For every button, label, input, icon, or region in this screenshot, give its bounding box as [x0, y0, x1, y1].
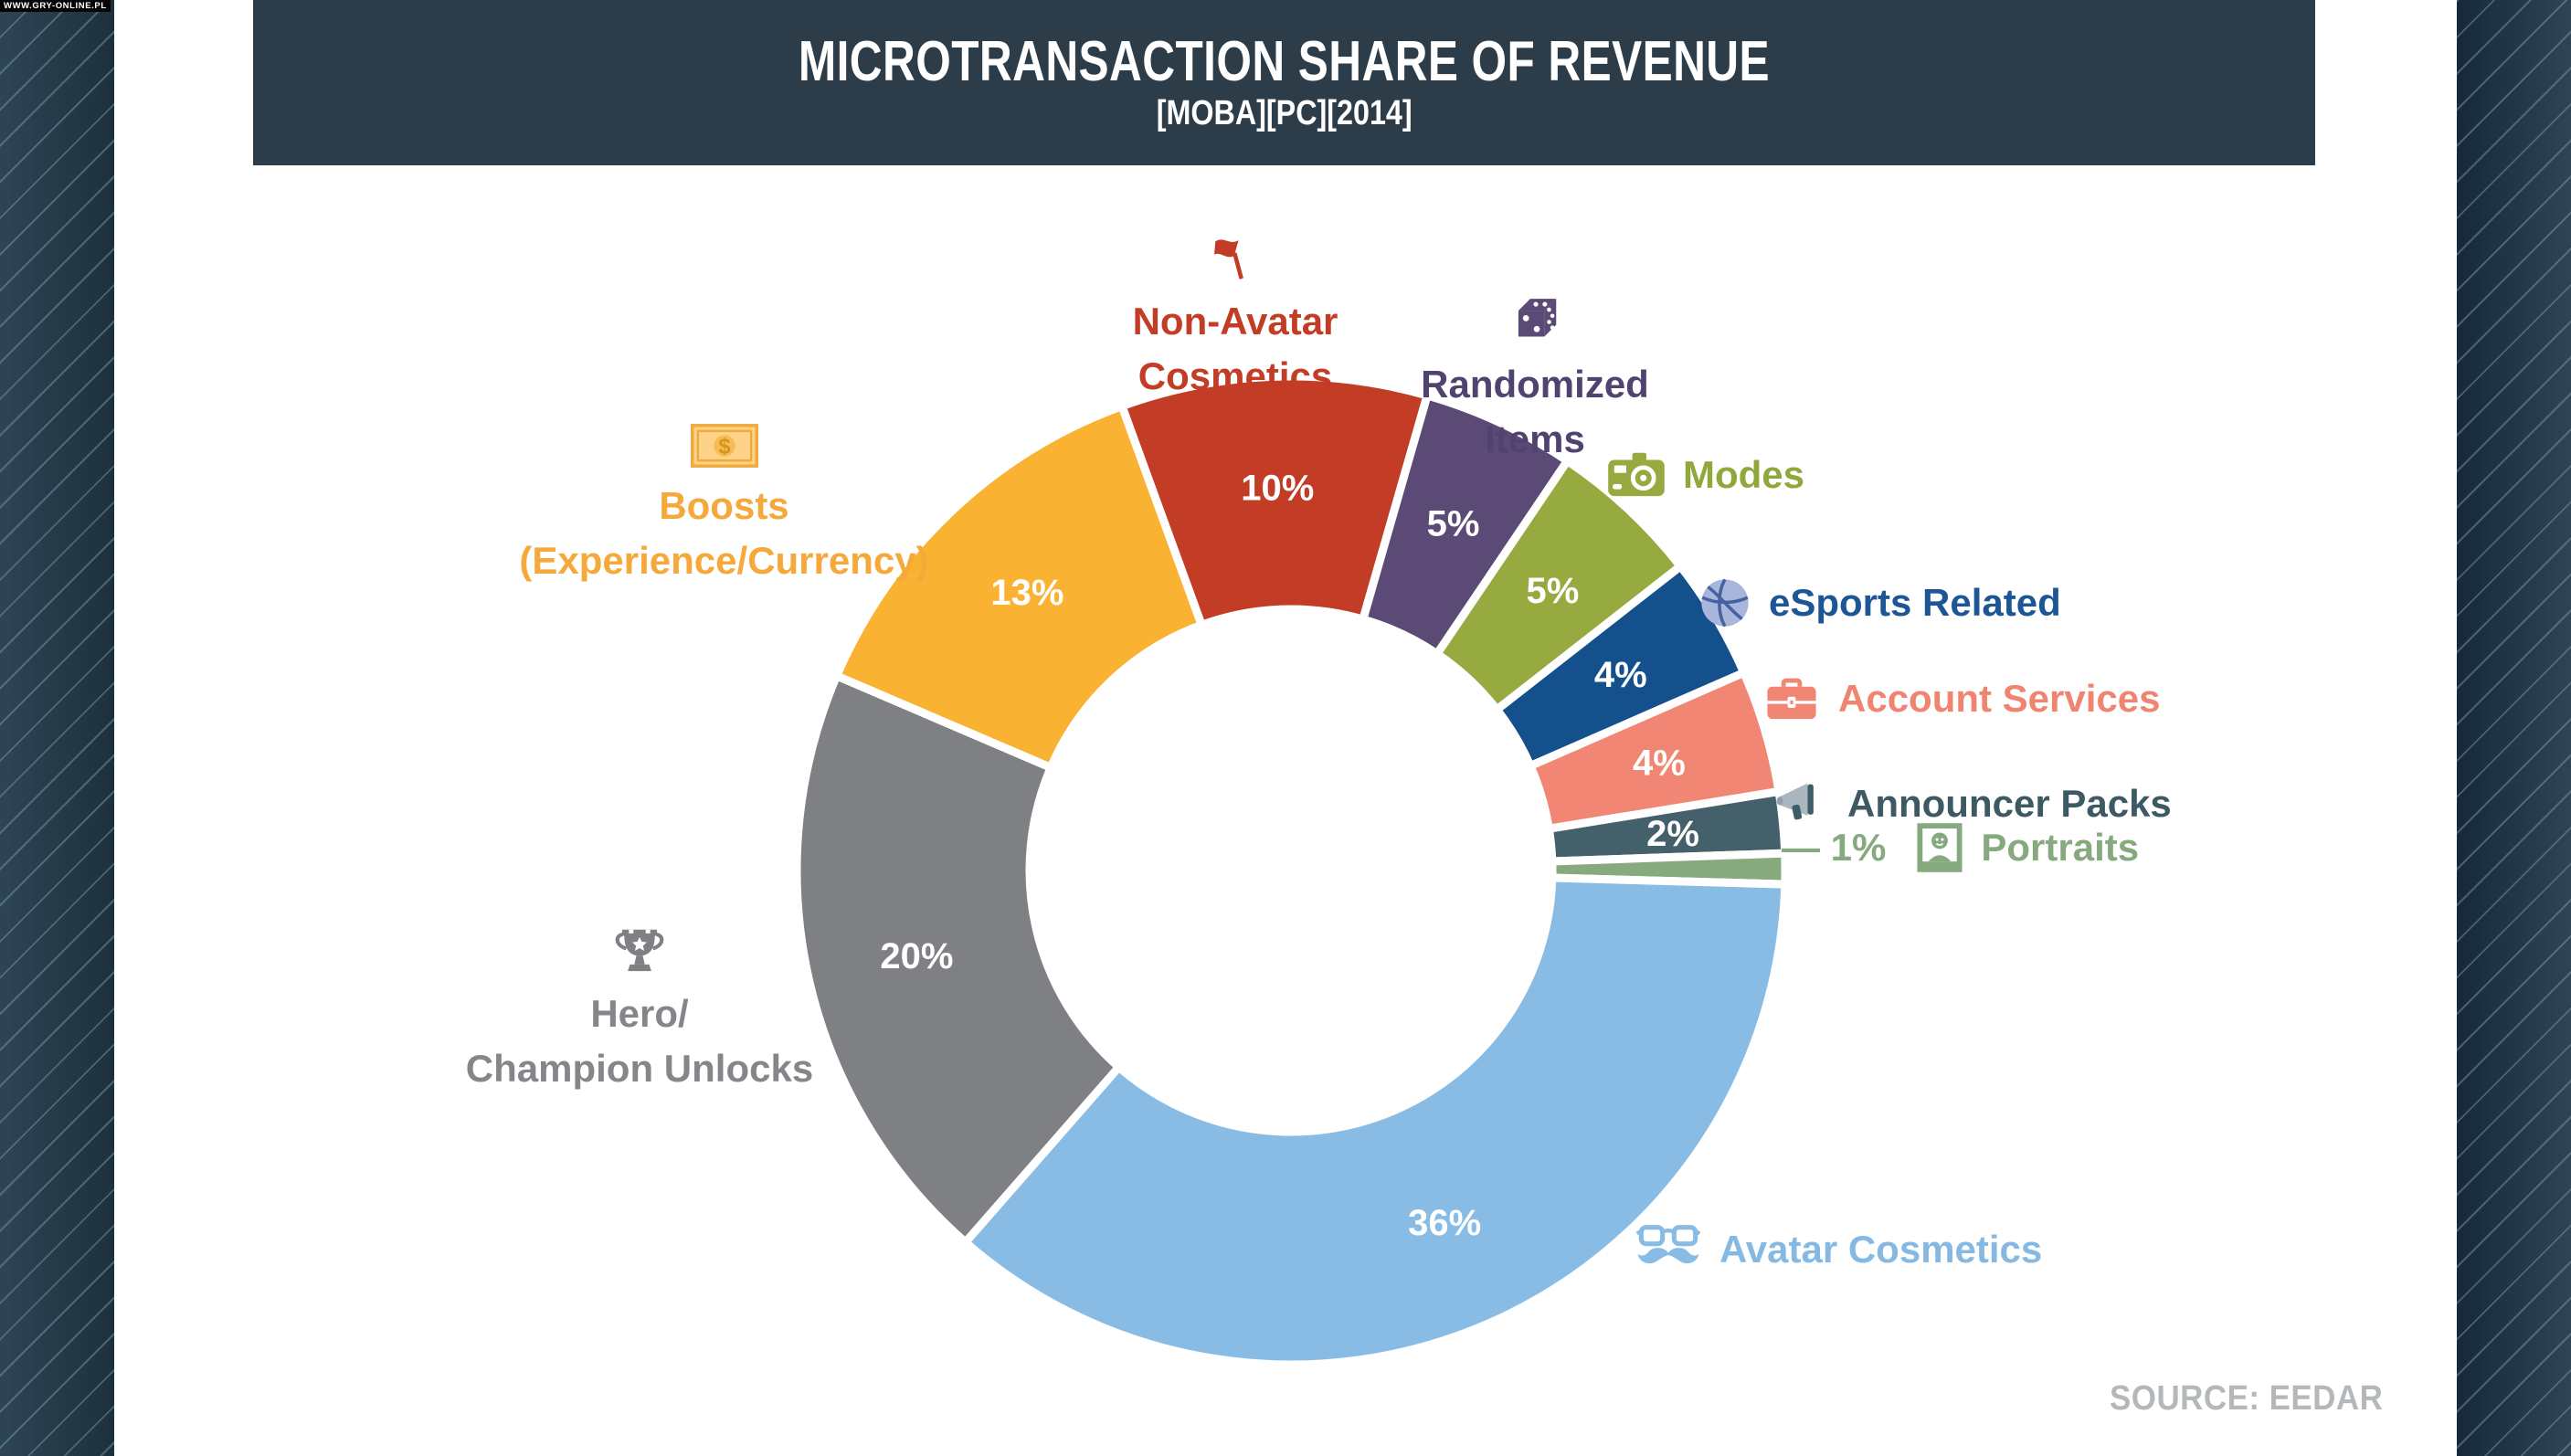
legend-announcer-packs: Announcer Packs	[1774, 775, 2172, 832]
donut-slice-avatar-cosmetics	[961, 873, 1790, 1369]
basketball-icon	[1699, 577, 1751, 628]
donut-slice-non-avatar-cosmetics	[1117, 372, 1432, 629]
slice-percent-label: 36%	[1408, 1203, 1481, 1243]
legend-portraits: — 1% Portraits	[1782, 819, 2139, 876]
legend-label: eSports Related	[1769, 581, 2061, 624]
svg-text:$: $	[718, 435, 730, 459]
slice-percent-label: 4%	[1594, 655, 1647, 695]
megaphone-icon	[1774, 780, 1829, 828]
money-icon: $	[690, 413, 758, 479]
legend-label-line: Items	[1485, 417, 1585, 460]
donut-chart: 10% 5% 5% 4% 4% 2% 36% 20% 13%	[792, 372, 1790, 1369]
diagonal-stripes	[2457, 0, 2571, 1456]
camera-icon	[1606, 450, 1666, 500]
source-credit: SOURCE: EEDAR	[2109, 1379, 2383, 1418]
slice-percent-label: 13%	[990, 573, 1063, 613]
legend-label-line: Cosmetics	[1137, 354, 1333, 397]
legend-boosts: $ Boosts (Experience/Currency)	[493, 413, 955, 588]
legend-label-line: Non-Avatar	[1132, 300, 1338, 343]
legend-label-line: Hero/	[590, 992, 689, 1035]
donut-slice-boosts-experience-currency-	[832, 402, 1206, 772]
legend-randomized-items: Randomized Items	[1366, 288, 1704, 467]
legend-account-services: Account Services	[1763, 670, 2161, 727]
flag-icon	[1209, 228, 1262, 294]
portraits-outside-percent: — 1%	[1782, 826, 1887, 869]
slice-percent-label: 4%	[1633, 743, 1686, 783]
portrait-icon	[1915, 821, 1964, 874]
slice-percent-label: 10%	[1241, 468, 1314, 508]
left-striped-panel	[0, 0, 114, 1456]
legend-esports-related: eSports Related	[1699, 574, 2061, 632]
diagonal-stripes	[0, 0, 114, 1456]
legend-label: Account Services	[1838, 677, 2161, 720]
legend-label-line: Randomized	[1421, 363, 1649, 406]
legend-label: Modes	[1683, 453, 1805, 496]
donut-slice-hero-champion-unlocks	[792, 671, 1124, 1247]
legend-avatar-cosmetics: Avatar Cosmetics	[1635, 1219, 2042, 1281]
header-bar: MICROTRANSACTION SHARE OF REVENUE [MOBA]…	[253, 0, 2315, 165]
legend-hero-champion-unlocks: Hero/ Champion Unlocks	[416, 921, 863, 1096]
briefcase-icon	[1763, 674, 1820, 723]
legend-modes: Modes	[1606, 445, 1804, 505]
watermark: WWW.GRY-ONLINE.PL	[0, 0, 111, 12]
dice-icon	[1507, 288, 1563, 357]
page-title: MICROTRANSACTION SHARE OF REVENUE	[798, 29, 1771, 93]
page-subtitle: [MOBA][PC][2014]	[1156, 93, 1412, 132]
right-striped-panel	[2457, 0, 2571, 1456]
glasses-mustache-icon	[1635, 1223, 1701, 1276]
legend-label-line: Champion Unlocks	[465, 1047, 814, 1090]
legend-label-line: (Experience/Currency)	[519, 539, 929, 582]
legend-label: Portraits	[1981, 826, 2140, 869]
legend-non-avatar-cosmetics: Non-Avatar Cosmetics	[1011, 228, 1459, 404]
slice-percent-label: 2%	[1646, 814, 1699, 854]
slice-percent-label: 20%	[880, 936, 953, 976]
legend-label: Avatar Cosmetics	[1719, 1228, 2043, 1271]
trophy-icon	[611, 921, 668, 986]
legend-label: Announcer Packs	[1847, 782, 2172, 825]
slice-percent-label: 5%	[1427, 503, 1480, 543]
legend-label-line: Boosts	[659, 484, 789, 527]
slice-percent-label: 5%	[1527, 571, 1580, 611]
